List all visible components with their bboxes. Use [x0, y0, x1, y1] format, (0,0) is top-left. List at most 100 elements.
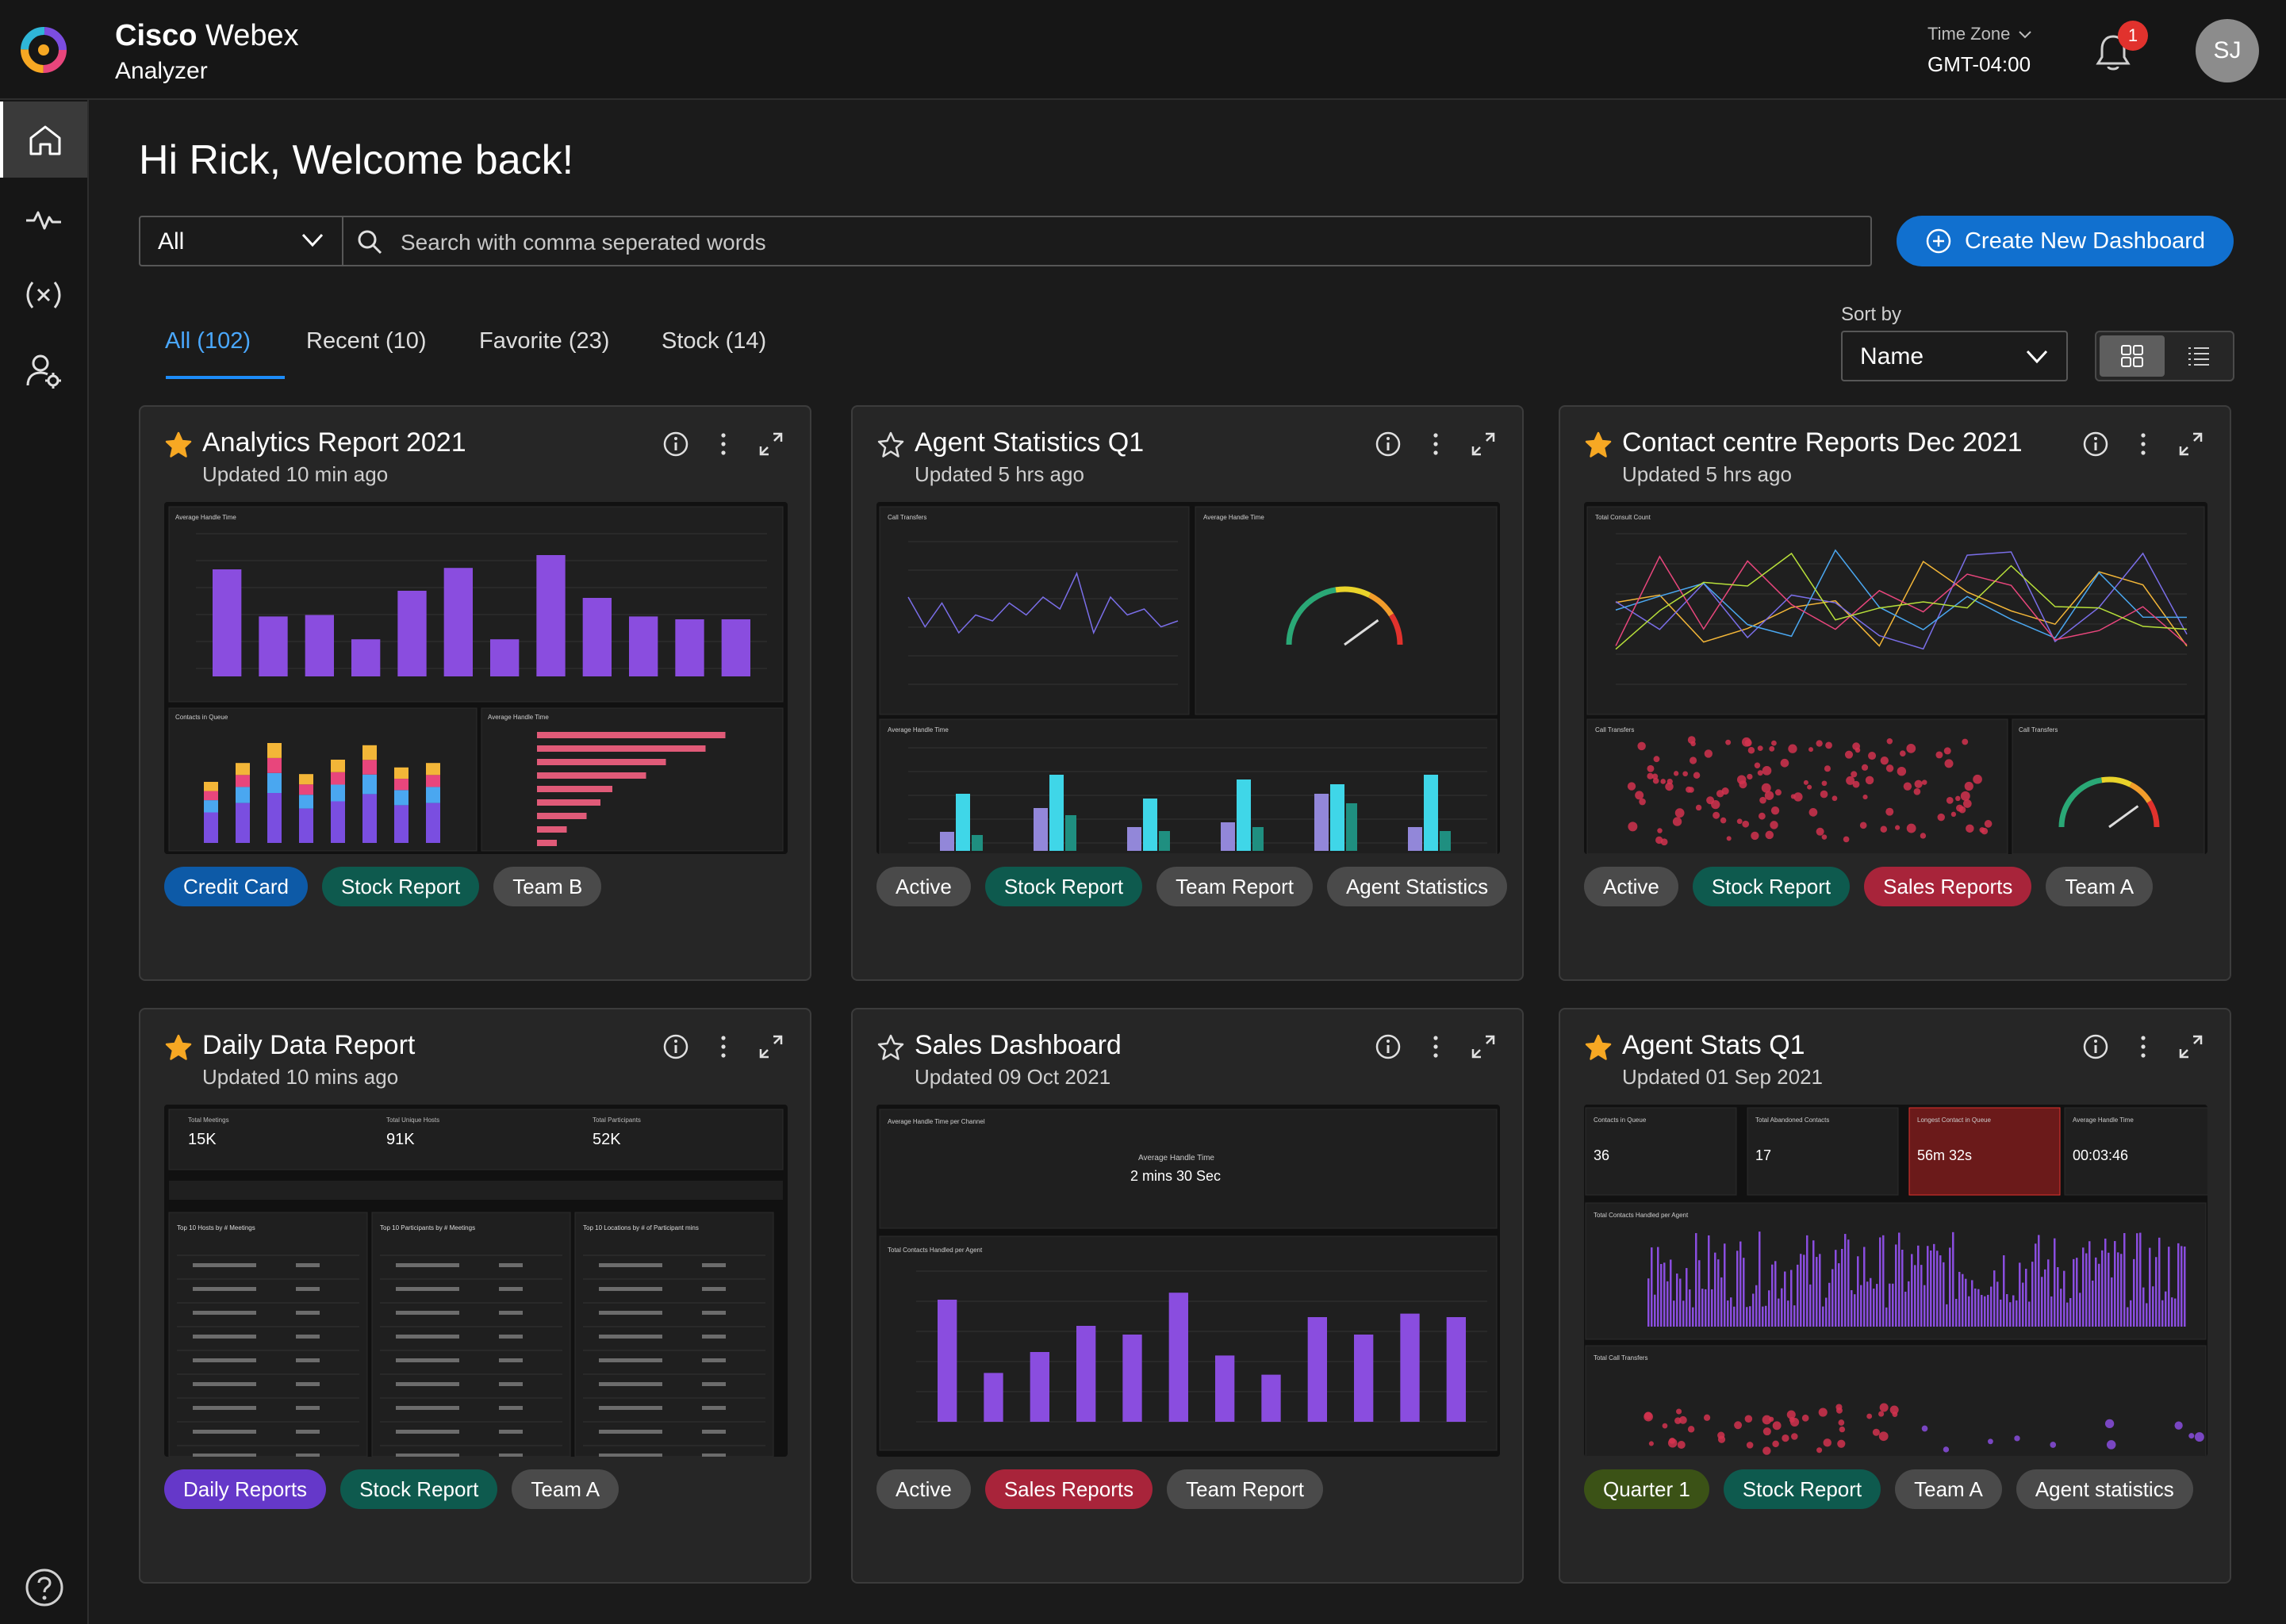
preview-bar: [2158, 1237, 2161, 1327]
more-options-icon[interactable]: [1422, 431, 1449, 458]
preview-point: [1676, 1408, 1682, 1415]
tag[interactable]: Active: [876, 1469, 971, 1509]
preview-point: [1861, 764, 1869, 771]
card-title[interactable]: Contact centre Reports Dec 2021: [1622, 427, 2023, 458]
tag[interactable]: Stock Report: [321, 867, 480, 906]
card-title[interactable]: Agent Statistics Q1: [915, 427, 1145, 458]
favorite-star-icon[interactable]: [876, 1033, 905, 1062]
preview-point: [1943, 1446, 1950, 1453]
search-input[interactable]: Search with comma seperated words: [401, 230, 766, 255]
preview-point: [1769, 745, 1775, 752]
tag[interactable]: Credit Card: [164, 867, 308, 906]
tag[interactable]: Team B: [493, 867, 602, 906]
preview-point: [1744, 739, 1752, 747]
dashboard-card[interactable]: Daily Data Report Updated 10 mins ago To…: [139, 1008, 811, 1584]
expand-icon[interactable]: [1470, 431, 1497, 458]
tag[interactable]: Team A: [512, 1469, 619, 1509]
tag[interactable]: Stock Report: [1723, 1469, 1881, 1509]
tag[interactable]: Team A: [1895, 1469, 2002, 1509]
more-options-icon[interactable]: [710, 431, 737, 458]
tag-list: Active Stock Report Sales Reports Team A: [1584, 867, 2154, 906]
nav-user-settings[interactable]: [0, 333, 87, 409]
info-icon[interactable]: [662, 1033, 689, 1060]
expand-icon[interactable]: [2177, 1033, 2204, 1060]
preview-bar: [629, 616, 658, 676]
dashboard-card[interactable]: Agent Stats Q1 Updated 01 Sep 2021 Conta…: [1559, 1008, 2231, 1584]
card-title[interactable]: Daily Data Report: [202, 1030, 416, 1060]
help-icon[interactable]: [24, 1567, 65, 1608]
info-icon[interactable]: [1375, 431, 1402, 458]
tag[interactable]: Agent Statistics: [1326, 867, 1508, 906]
tag[interactable]: Quarter 1: [1584, 1469, 1709, 1509]
preview-point: [1782, 1434, 1789, 1442]
more-options-icon[interactable]: [2130, 1033, 2157, 1060]
tag[interactable]: Active: [876, 867, 971, 906]
info-icon[interactable]: [1375, 1033, 1402, 1060]
tag[interactable]: Daily Reports: [164, 1469, 327, 1509]
tab-all[interactable]: All (102): [165, 328, 251, 354]
preview-point: [1895, 825, 1901, 830]
nav-home[interactable]: [0, 102, 87, 178]
preview-bar: [938, 1300, 957, 1422]
list-view-button[interactable]: [2166, 335, 2231, 377]
tab-favorite[interactable]: Favorite (23): [479, 328, 610, 354]
create-dashboard-button[interactable]: Create New Dashboard: [1897, 216, 2234, 266]
tag[interactable]: Stock Report: [340, 1469, 498, 1509]
preview-bar: [2050, 1296, 2053, 1327]
favorite-star-icon[interactable]: [164, 1033, 193, 1062]
expand-icon[interactable]: [2177, 431, 2204, 458]
preview-bar: [1955, 1298, 1958, 1327]
category-dropdown[interactable]: All: [140, 217, 343, 265]
table-title: Top 10 Participants by # Meetings: [380, 1224, 475, 1231]
more-options-icon[interactable]: [710, 1033, 737, 1060]
preview-bar: [2101, 1250, 2104, 1327]
sort-dropdown[interactable]: Name: [1841, 331, 2068, 381]
tag[interactable]: Sales Reports: [984, 1469, 1153, 1509]
favorite-star-icon[interactable]: [876, 431, 905, 459]
preview-cell: [702, 1454, 726, 1457]
preview-point: [1921, 1425, 1928, 1432]
card-title[interactable]: Agent Stats Q1: [1622, 1030, 1805, 1060]
avatar[interactable]: SJ: [2196, 19, 2259, 82]
info-icon[interactable]: [2082, 1033, 2109, 1060]
tag[interactable]: Stock Report: [984, 867, 1143, 906]
tag[interactable]: Team Report: [1167, 1469, 1323, 1509]
nav-variables[interactable]: [0, 257, 87, 333]
tag[interactable]: Agent statistics: [2016, 1469, 2193, 1509]
card-title[interactable]: Sales Dashboard: [915, 1030, 1122, 1060]
nav-activity[interactable]: [0, 181, 87, 257]
expand-icon[interactable]: [1470, 1033, 1497, 1060]
info-icon[interactable]: [2082, 431, 2109, 458]
preview-bar: [1667, 1281, 1669, 1327]
tag[interactable]: Team A: [2046, 867, 2154, 906]
dashboard-card[interactable]: Sales Dashboard Updated 09 Oct 2021 Aver…: [851, 1008, 1524, 1584]
preview-bar: [1752, 1293, 1755, 1327]
preview-point: [1747, 773, 1753, 780]
preview-point: [1937, 813, 1945, 822]
card-title[interactable]: Analytics Report 2021: [202, 427, 466, 458]
tab-recent[interactable]: Recent (10): [306, 328, 427, 354]
dashboard-card[interactable]: Contact centre Reports Dec 2021 Updated …: [1559, 405, 2231, 981]
preview-point: [1757, 745, 1763, 752]
expand-icon[interactable]: [758, 1033, 784, 1060]
dashboard-card[interactable]: Analytics Report 2021 Updated 10 min ago…: [139, 405, 811, 981]
favorite-star-icon[interactable]: [1584, 431, 1613, 459]
grid-view-button[interactable]: [2100, 335, 2165, 377]
preview-bar: [236, 787, 250, 803]
preview-bar: [2155, 1257, 2158, 1327]
favorite-star-icon[interactable]: [164, 431, 193, 459]
preview-bar: [1825, 1297, 1828, 1327]
more-options-icon[interactable]: [2130, 431, 2157, 458]
tag[interactable]: Sales Reports: [1864, 867, 2032, 906]
tab-stock[interactable]: Stock (14): [662, 328, 767, 354]
expand-icon[interactable]: [758, 431, 784, 458]
timezone-selector[interactable]: Time Zone GMT-04:00: [1927, 24, 2032, 77]
info-icon[interactable]: [662, 431, 689, 458]
favorite-star-icon[interactable]: [1584, 1033, 1613, 1062]
tag[interactable]: Stock Report: [1692, 867, 1851, 906]
tag[interactable]: Team Report: [1156, 867, 1313, 906]
dashboard-card[interactable]: Agent Statistics Q1 Updated 5 hrs ago Ca…: [851, 405, 1524, 981]
more-options-icon[interactable]: [1422, 1033, 1449, 1060]
preview-bar: [1686, 1268, 1688, 1327]
tag[interactable]: Active: [1584, 867, 1678, 906]
